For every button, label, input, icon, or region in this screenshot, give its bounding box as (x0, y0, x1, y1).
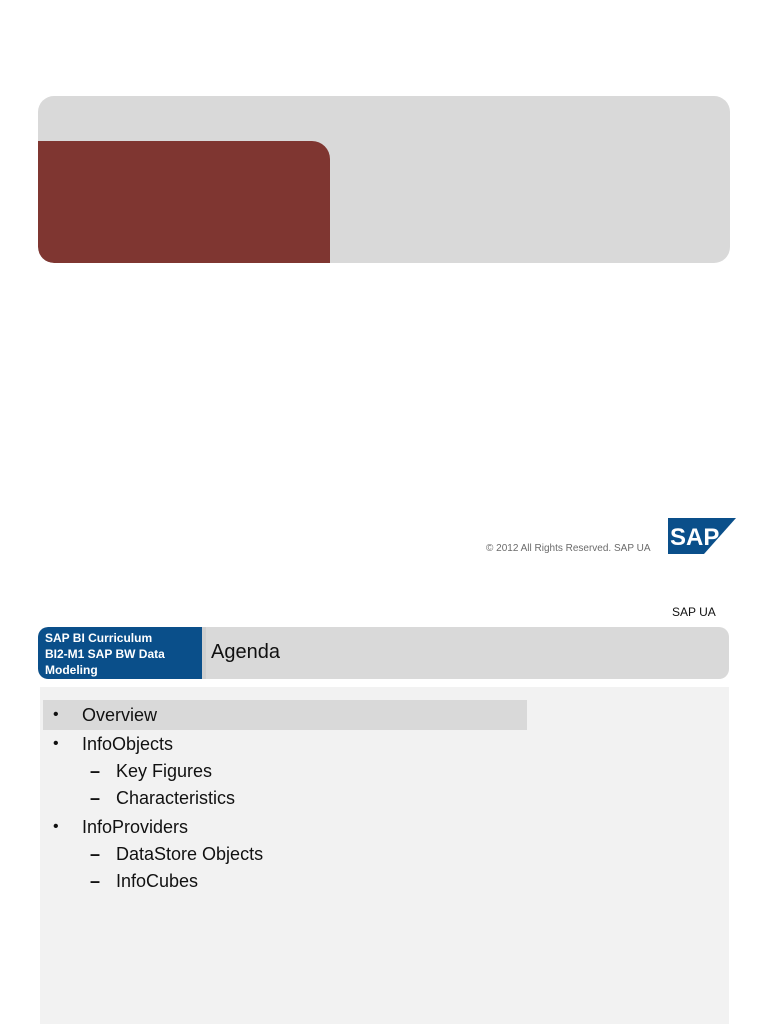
agenda-highlight (43, 700, 527, 730)
course-line-1: SAP BI Curriculum (45, 631, 153, 645)
page-title: Agenda (211, 641, 280, 663)
agenda-item-infoproviders: InfoProviders (82, 817, 189, 837)
slide-tag: SAP UA (672, 605, 716, 619)
course-line-3: Modeling (45, 663, 98, 677)
agenda-item-infoobjects: InfoObjects (82, 734, 174, 754)
sap-logo-text: SAP (670, 524, 719, 551)
agenda-panel: • Overview • InfoObjects – Key Figures –… (40, 687, 729, 1024)
dash-icon: – (90, 871, 101, 891)
title-banner (38, 96, 730, 263)
agenda-item-datastore-objects: DataStore Objects (116, 844, 264, 864)
bullet-icon: • (53, 706, 59, 723)
agenda-item-overview: Overview (82, 705, 158, 725)
agenda-item-key-figures: Key Figures (116, 761, 213, 781)
agenda-item-infocubes: InfoCubes (116, 871, 199, 891)
bullet-icon: • (53, 735, 59, 752)
course-label: SAP BI Curriculum BI2-M1 SAP BW Data Mod… (38, 627, 202, 679)
bullet-icon: • (53, 818, 59, 835)
dash-icon: – (90, 844, 101, 864)
title-accent-block (38, 141, 330, 263)
dash-icon: – (90, 788, 101, 808)
agenda-item-characteristics: Characteristics (116, 788, 236, 808)
course-line-2: BI2-M1 SAP BW Data (45, 647, 165, 661)
copyright-text: © 2012 All Rights Reserved. SAP UA (486, 543, 651, 554)
header-divider (202, 627, 206, 679)
sap-logo: SAP (668, 518, 736, 554)
dash-icon: – (90, 761, 101, 781)
slide-header: SAP BI Curriculum BI2-M1 SAP BW Data Mod… (38, 627, 729, 679)
